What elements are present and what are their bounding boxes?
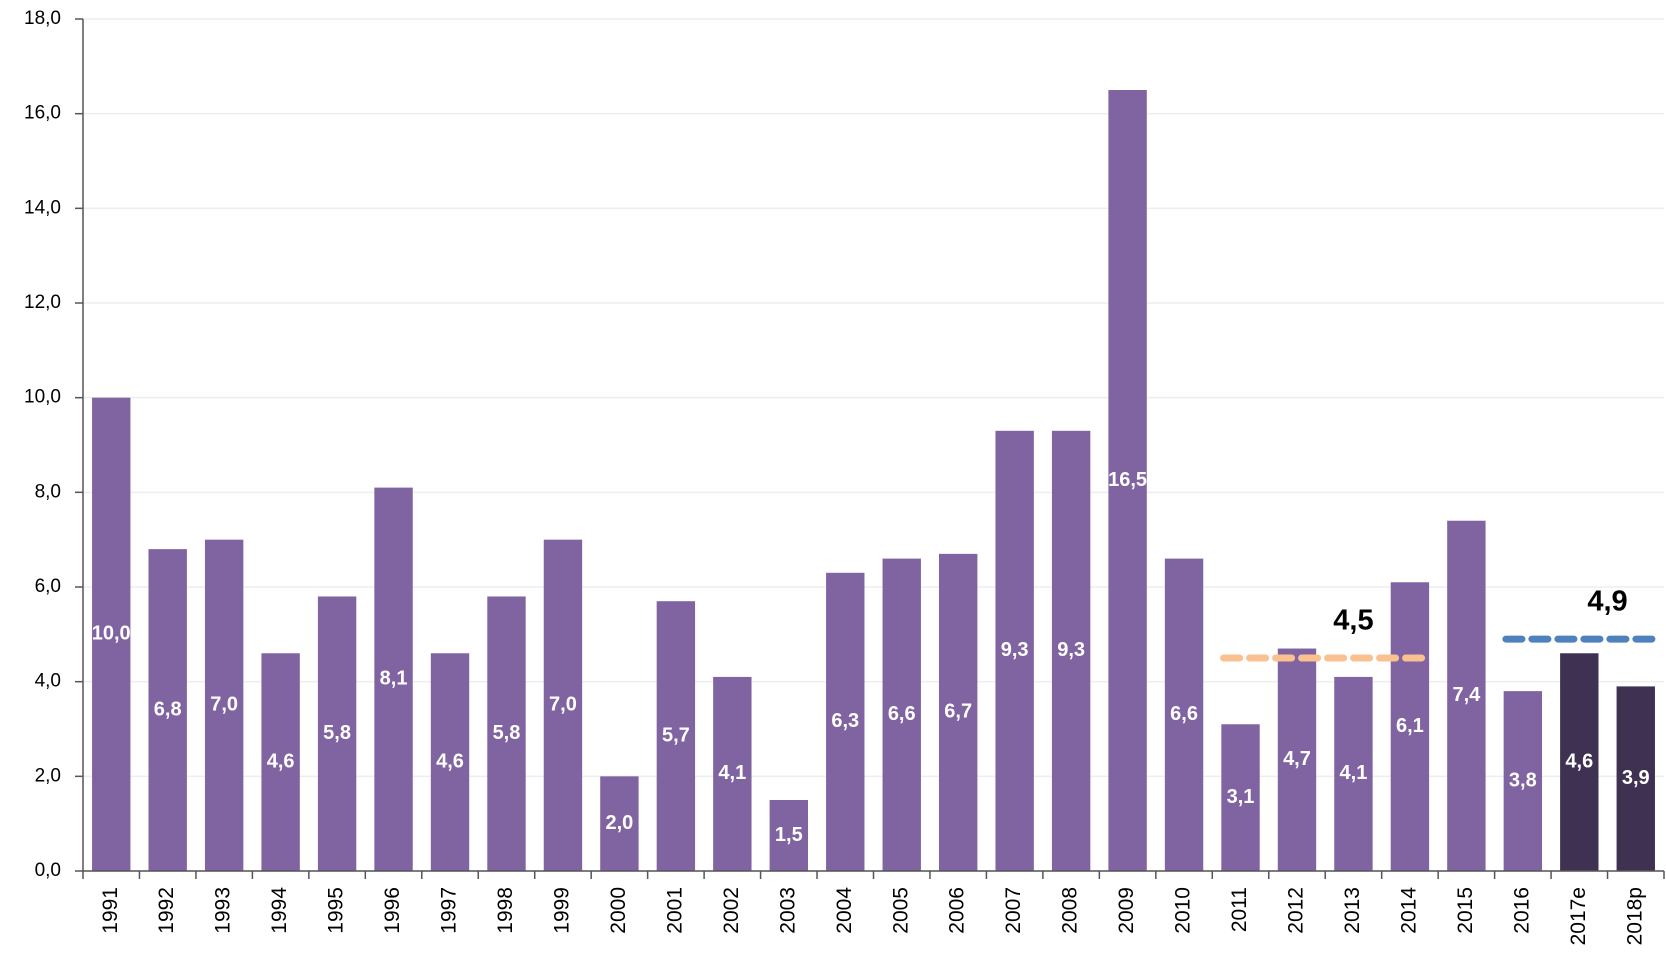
- y-tick-label: 10,0: [24, 387, 61, 408]
- x-tick-label: 2017e: [1567, 887, 1590, 945]
- bar: [148, 549, 187, 871]
- bar: [656, 601, 696, 871]
- value-label: 6,7: [944, 701, 972, 723]
- value-label: 7,0: [210, 694, 238, 716]
- bar: [543, 539, 583, 871]
- y-tick-label: 0,0: [35, 860, 61, 881]
- value-label: 8,1: [380, 668, 408, 690]
- x-tick-label: 2000: [607, 887, 630, 934]
- x-tick-label: 2013: [1341, 887, 1364, 934]
- y-tick-label: 8,0: [35, 481, 61, 502]
- value-label: 9,3: [1001, 639, 1029, 661]
- x-tick-label: 1991: [99, 887, 122, 934]
- x-tick-label: 1992: [155, 887, 178, 934]
- value-label: 3,9: [1622, 767, 1650, 789]
- y-tick-label: 6,0: [35, 576, 61, 597]
- x-tick-label: 2002: [720, 887, 743, 934]
- bar: [1390, 582, 1430, 871]
- y-tick-label: 12,0: [24, 292, 61, 313]
- x-tick-label: 1994: [268, 887, 291, 934]
- bar: [1616, 686, 1655, 871]
- reference-label: 4,5: [1333, 605, 1373, 637]
- value-label: 9,3: [1057, 639, 1085, 661]
- x-tick-label: 1997: [438, 887, 461, 934]
- x-tick-label: 2011: [1228, 887, 1251, 932]
- bar: [430, 653, 470, 871]
- value-label: 4,6: [1565, 750, 1593, 772]
- y-tick-label: 2,0: [35, 765, 61, 786]
- x-tick-label: 2010: [1172, 887, 1195, 934]
- x-tick-label: 1995: [325, 887, 348, 934]
- x-tick-label: 1999: [550, 887, 573, 934]
- value-label: 10,0: [92, 623, 131, 645]
- x-tick-label: 1998: [494, 887, 517, 934]
- x-tick-label: 2004: [833, 887, 856, 934]
- y-tick-label: 18,0: [24, 8, 61, 29]
- y-tick-label: 4,0: [35, 671, 61, 692]
- bar: [317, 596, 357, 871]
- bar: [204, 539, 244, 871]
- x-tick-label: 2003: [776, 887, 799, 934]
- value-label: 2,0: [606, 812, 634, 834]
- bar: [600, 776, 639, 871]
- x-tick-label: 2009: [1115, 887, 1138, 934]
- value-label: 6,8: [154, 698, 182, 720]
- bar: [769, 800, 809, 871]
- value-label: 4,1: [718, 762, 746, 784]
- x-tick-label: 2016: [1510, 887, 1533, 934]
- bar: [882, 558, 921, 871]
- value-label: 5,8: [323, 722, 351, 744]
- x-tick-label: 2015: [1454, 887, 1477, 934]
- bar: [995, 430, 1034, 871]
- bar: [1503, 691, 1543, 871]
- bar: [938, 553, 978, 871]
- bar: [826, 572, 865, 871]
- x-tick-label: 2014: [1397, 887, 1420, 934]
- value-label: 4,6: [267, 750, 295, 772]
- x-tick-label: 1996: [381, 887, 404, 934]
- bar: [1108, 90, 1147, 871]
- bar: [1334, 676, 1373, 871]
- x-tick-label: 2006: [946, 887, 969, 934]
- value-label: 5,7: [662, 724, 690, 746]
- bar: [1277, 648, 1317, 871]
- value-label: 16,5: [1108, 469, 1147, 491]
- bar: [1221, 724, 1260, 871]
- bar: [487, 596, 526, 871]
- value-label: 7,0: [549, 694, 577, 716]
- value-label: 4,1: [1340, 762, 1368, 784]
- value-label: 6,1: [1396, 715, 1424, 737]
- bar: [713, 676, 752, 871]
- value-label: 6,6: [888, 703, 916, 725]
- x-tick-label: 1993: [212, 887, 235, 934]
- value-label: 1,5: [775, 824, 803, 846]
- x-tick-label: 2012: [1285, 887, 1308, 934]
- value-label: 6,6: [1170, 703, 1198, 725]
- value-label: 4,6: [436, 750, 464, 772]
- value-label: 6,3: [831, 710, 859, 732]
- value-label: 5,8: [493, 722, 521, 744]
- x-tick-label: 2005: [889, 887, 912, 934]
- bar: [1051, 430, 1091, 871]
- x-tick-label: 2008: [1059, 887, 1082, 934]
- reference-label: 4,9: [1587, 586, 1627, 618]
- bar: [1164, 558, 1204, 871]
- value-label: 3,8: [1509, 769, 1537, 791]
- bar: [261, 653, 300, 871]
- x-tick-label: 2001: [663, 887, 686, 934]
- value-label: 4,7: [1283, 748, 1311, 770]
- x-tick-label: 2007: [1002, 887, 1025, 934]
- value-label: 7,4: [1452, 684, 1481, 706]
- bar: [1560, 653, 1599, 871]
- bar: [1447, 520, 1486, 871]
- y-tick-label: 14,0: [24, 197, 61, 218]
- y-tick-label: 16,0: [24, 103, 61, 124]
- value-label: 3,1: [1227, 786, 1255, 808]
- x-tick-label: 2018p: [1623, 887, 1646, 945]
- bar: [374, 487, 413, 871]
- bar: [92, 397, 131, 871]
